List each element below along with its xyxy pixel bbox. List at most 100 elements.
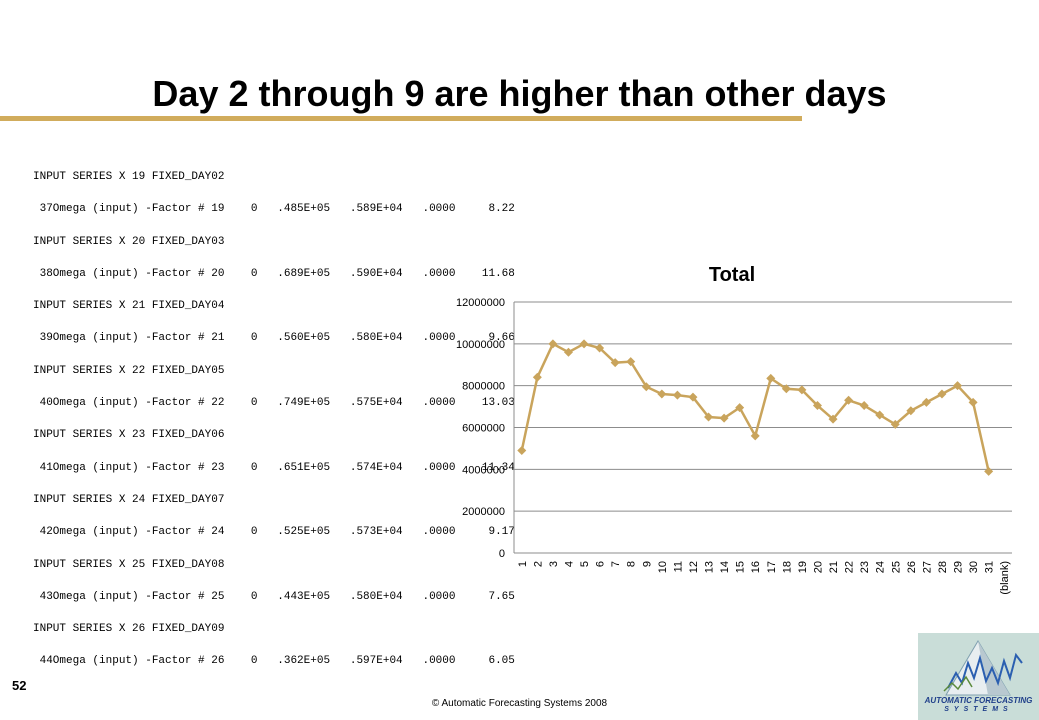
x-tick-label: 10 [657, 561, 669, 573]
data-point [797, 385, 807, 395]
data-point [688, 392, 698, 402]
data-point [890, 419, 900, 429]
omega-factor-row: 41Omega (input) -Factor # 23 0 .651E+05 … [33, 461, 515, 474]
x-tick-label: 13 [704, 561, 716, 573]
input-series-header: INPUT SERIES X 21 FIXED_DAY04 [33, 300, 225, 313]
logo-mountain-icon [943, 640, 1023, 696]
slide-title: Day 2 through 9 are higher than other da… [152, 73, 887, 114]
data-point [626, 357, 636, 367]
x-tick-label: 2 [532, 561, 544, 567]
title-underline [0, 116, 802, 121]
x-tick-label: 23 [859, 561, 871, 573]
omega-factor-row: 43Omega (input) -Factor # 25 0 .443E+05 … [33, 590, 515, 603]
x-tick-label: 21 [828, 561, 840, 573]
series-total [517, 339, 994, 476]
x-tick-label: 1 [517, 561, 529, 567]
y-axis-ticks: 0 2000000 4000000 6000000 8000000 10000000 120… [456, 297, 505, 560]
data-point [672, 390, 682, 400]
x-tick-label: 17 [766, 561, 778, 573]
x-tick-label: 31 [984, 561, 996, 573]
data-point [812, 401, 822, 411]
x-tick-label: 6 [595, 561, 607, 567]
chart-svg: Total 0 2000000 4000000 6000000 8000000 10000… [456, 264, 1012, 595]
x-tick-label: 5 [579, 561, 591, 567]
x-tick-label: 27 [921, 561, 933, 573]
series-line [520, 342, 990, 472]
data-point [859, 401, 869, 411]
x-tick-label: 4 [563, 561, 575, 567]
input-series-header: INPUT SERIES X 24 FIXED_DAY07 [33, 493, 225, 506]
input-series-header: INPUT SERIES X 25 FIXED_DAY08 [33, 558, 225, 571]
data-point [704, 412, 714, 422]
omega-factor-row: 38Omega (input) -Factor # 20 0 .689E+05 … [33, 267, 515, 280]
x-tick-label: 7 [610, 561, 622, 567]
x-tick-label: 26 [906, 561, 918, 573]
x-tick-label: 24 [875, 561, 887, 573]
data-point [532, 372, 542, 382]
company-logo: AUTOMATIC FORECASTING SYSTEMS [918, 633, 1039, 720]
chart-title: Total [709, 264, 755, 286]
y-tick-label: 0 [499, 548, 505, 560]
x-tick-label: 22 [844, 561, 856, 573]
input-series-header: INPUT SERIES X 20 FIXED_DAY03 [33, 235, 225, 248]
total-line-chart: Total 0 2000000 4000000 6000000 8000000 10000… [420, 258, 1020, 613]
omega-factor-row: 42Omega (input) -Factor # 24 0 .525E+05 … [33, 526, 515, 539]
x-tick-label: 8 [626, 561, 638, 567]
omega-factor-row: 37Omega (input) -Factor # 19 0 .485E+05 … [33, 203, 515, 216]
data-point [610, 358, 620, 368]
data-point [828, 414, 838, 424]
x-tick-label: 12 [688, 561, 700, 573]
data-point [875, 410, 885, 420]
x-tick-label: 14 [719, 561, 731, 573]
omega-factor-row: 40Omega (input) -Factor # 22 0 .749E+05 … [33, 397, 515, 410]
input-series-header: INPUT SERIES X 23 FIXED_DAY06 [33, 429, 225, 442]
data-point [984, 466, 994, 476]
x-tick-label: 9 [641, 561, 653, 567]
data-point [548, 339, 558, 349]
logo-subtitle: SYSTEMS [944, 706, 1013, 713]
data-point [517, 446, 527, 456]
y-tick-label: 12000000 [456, 297, 505, 309]
y-tick-label: 2000000 [462, 506, 505, 518]
input-series-header: INPUT SERIES X 26 FIXED_DAY09 [33, 623, 225, 636]
grid-lines [513, 301, 1012, 554]
data-point [921, 397, 931, 407]
data-point [595, 343, 605, 353]
x-axis-ticks: 1 2 3 4 5 6 7 8 9 10 11 12 13 14 15 16 17 18 19 20 21 22 23 24 2… [517, 561, 1011, 595]
y-tick-label: 4000000 [462, 464, 505, 476]
data-point [968, 397, 978, 407]
data-point [937, 389, 947, 399]
data-point [719, 413, 729, 423]
x-tick-label: 11 [672, 561, 684, 572]
data-point [844, 395, 854, 405]
data-point [781, 384, 791, 394]
data-point [641, 382, 651, 392]
data-point [906, 406, 916, 416]
data-point [766, 373, 776, 383]
input-series-header: INPUT SERIES X 22 FIXED_DAY05 [33, 364, 225, 377]
logo-name: AUTOMATIC FORECASTING [924, 696, 1033, 705]
data-point [579, 339, 589, 349]
data-point [735, 403, 745, 413]
copyright-text: © Automatic Forecasting Systems 2008 [431, 698, 608, 709]
data-point [563, 347, 573, 357]
x-tick-label: 20 [812, 561, 824, 573]
x-tick-label: 29 [953, 561, 965, 573]
omega-factor-row: 44Omega (input) -Factor # 26 0 .362E+05 … [33, 655, 515, 668]
omega-factor-row: 39Omega (input) -Factor # 21 0 .560E+05 … [33, 332, 515, 345]
x-tick-label: 3 [548, 561, 560, 567]
x-tick-label: 18 [781, 561, 793, 573]
x-tick-label: (blank) [999, 561, 1011, 595]
y-tick-label: 6000000 [462, 423, 505, 435]
data-point [657, 389, 667, 399]
x-tick-label: 30 [968, 561, 980, 573]
model-output-listing: INPUT SERIES X 19 FIXED_DAY02 37Omega (i… [33, 170, 515, 687]
input-series-header: INPUT SERIES X 19 FIXED_DAY02 [33, 171, 225, 183]
data-point [750, 431, 760, 441]
y-tick-label: 10000000 [456, 339, 505, 351]
x-tick-label: 15 [735, 561, 747, 573]
x-tick-label: 25 [890, 561, 902, 573]
page-number: 52 [12, 678, 27, 693]
y-tick-label: 8000000 [462, 381, 505, 393]
x-tick-label: 28 [937, 561, 949, 573]
